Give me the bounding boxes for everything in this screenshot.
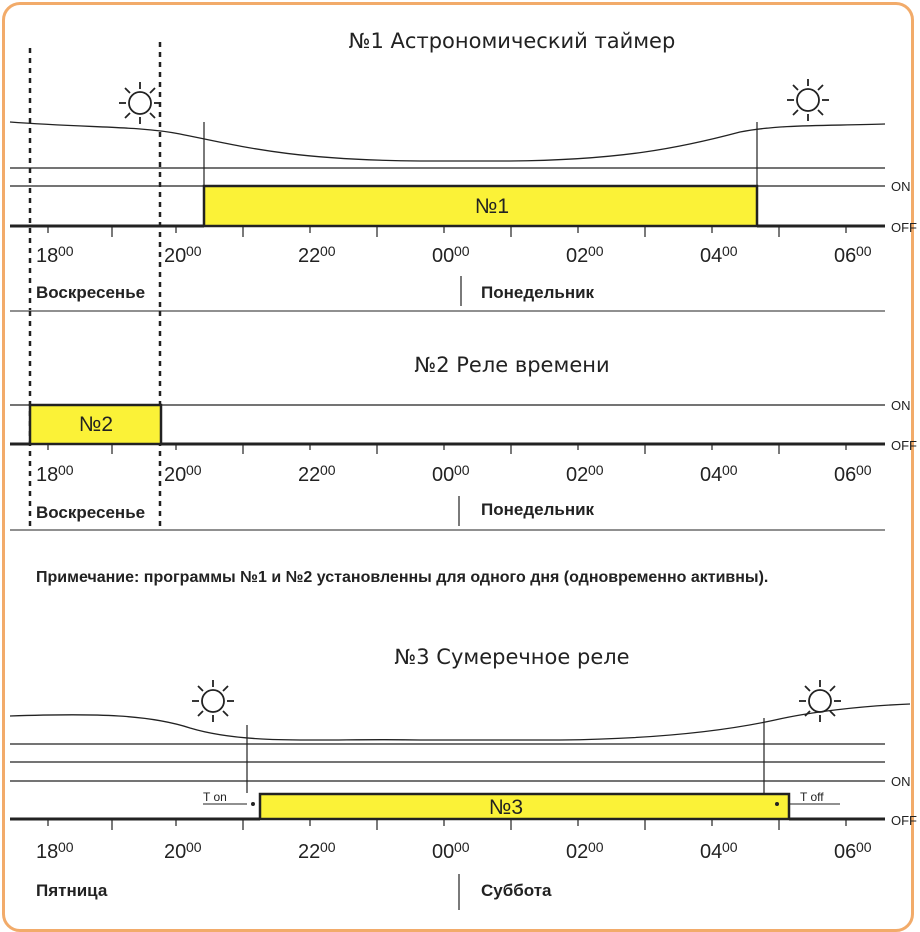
panel-astronomical-timer: №1 Астрономический таймер [9, 29, 917, 312]
time-tick-minutes: 00 [454, 462, 470, 478]
time-tick-label: 20 [164, 464, 186, 486]
time-tick-minutes: 00 [454, 839, 470, 855]
moon-icon [497, 692, 513, 714]
panel1-box-label: №1 [475, 195, 509, 218]
panel1-time-axis: 18 00 20 00 22 00 00 00 02 00 04 00 06 00 [36, 227, 872, 267]
time-tick-label: 00 [432, 245, 454, 267]
time-tick-minutes: 00 [320, 462, 336, 478]
time-tick-label: 22 [298, 841, 320, 863]
t-off-marker [775, 802, 779, 806]
panel-time-relay: №2 Реле времени ON №2 OFF 18 00 20 00 22 00 00… [10, 311, 917, 531]
time-tick-label: 06 [834, 464, 856, 486]
time-tick-label: 18 [36, 841, 58, 863]
time-tick-label: 18 [36, 464, 58, 486]
time-tick-minutes: 00 [722, 839, 738, 855]
panel2-day-left: Воскресенье [36, 503, 145, 522]
time-tick-label: 06 [834, 245, 856, 267]
time-tick-label: 02 [566, 464, 588, 486]
sun-icon [119, 82, 161, 124]
panel2-box-label: №2 [79, 413, 113, 436]
panel1-day-left: Воскресенье [36, 283, 145, 302]
time-tick-minutes: 00 [186, 839, 202, 855]
time-tick-minutes: 00 [186, 462, 202, 478]
sun-icon [192, 680, 234, 722]
time-tick-minutes: 00 [588, 243, 604, 259]
time-tick-label: 00 [432, 464, 454, 486]
time-tick-minutes: 00 [320, 839, 336, 855]
panel2-time-axis: 18 00 20 00 22 00 00 00 02 00 04 00 06 00 [36, 444, 872, 486]
time-tick-label: 02 [566, 245, 588, 267]
time-tick-minutes: 00 [58, 839, 74, 855]
time-tick-minutes: 00 [58, 243, 74, 259]
time-tick-minutes: 00 [588, 839, 604, 855]
on-label: ON [891, 774, 911, 789]
panel2-title: №2 Реле времени [414, 353, 609, 377]
panel3-day-right: Суббота [481, 881, 552, 900]
daylight-curve [9, 703, 911, 741]
daylight-curve [9, 121, 886, 162]
time-tick-label: 18 [36, 245, 58, 267]
panel2-relay-on-block [28, 403, 163, 446]
time-tick-label: 22 [298, 245, 320, 267]
panel3-title: №3 Сумеречное реле [394, 645, 629, 669]
time-tick-label: 04 [700, 841, 722, 863]
time-tick-minutes: 00 [454, 243, 470, 259]
on-label: ON [891, 179, 911, 194]
time-tick-label: 22 [298, 464, 320, 486]
panel3-box-label: №3 [489, 796, 523, 819]
time-tick-minutes: 00 [722, 462, 738, 478]
time-tick-minutes: 00 [58, 462, 74, 478]
panel1-relay-on-block [202, 184, 759, 228]
time-tick-label: 20 [164, 245, 186, 267]
moon-icon [504, 93, 520, 115]
panel3-day-left: Пятница [36, 881, 108, 900]
panel3-time-axis: 18 00 20 00 22 00 00 00 02 00 04 00 06 00 [36, 820, 872, 863]
time-tick-label: 04 [700, 464, 722, 486]
panel2-day-right: Понедельник [481, 500, 595, 519]
on-label: ON [891, 398, 911, 413]
time-tick-minutes: 00 [856, 462, 872, 478]
sun-icon [799, 680, 841, 722]
programs-note: Примечание: программы №1 и №2 установлен… [36, 569, 768, 586]
time-tick-minutes: 00 [856, 243, 872, 259]
time-tick-label: 06 [834, 841, 856, 863]
time-tick-label: 04 [700, 245, 722, 267]
time-tick-minutes: 00 [320, 243, 336, 259]
time-tick-label: 20 [164, 841, 186, 863]
t-on-label: T on [203, 790, 227, 804]
off-label: OFF [891, 220, 917, 235]
t-on-marker [251, 802, 255, 806]
off-label: OFF [891, 813, 917, 828]
time-tick-minutes: 00 [722, 243, 738, 259]
time-tick-minutes: 00 [856, 839, 872, 855]
off-label: OFF [891, 438, 917, 453]
t-off-label: T off [800, 790, 824, 804]
sun-icon [787, 79, 829, 121]
time-tick-minutes: 00 [186, 243, 202, 259]
panel-twilight-relay: №3 Сумеречное реле ON [9, 645, 917, 910]
time-tick-label: 02 [566, 841, 588, 863]
panel3-relay-on-block [258, 792, 791, 821]
time-tick-label: 00 [432, 841, 454, 863]
panel1-title: №1 Астрономический таймер [349, 29, 676, 53]
time-tick-minutes: 00 [588, 462, 604, 478]
panel1-day-right: Понедельник [481, 283, 595, 302]
